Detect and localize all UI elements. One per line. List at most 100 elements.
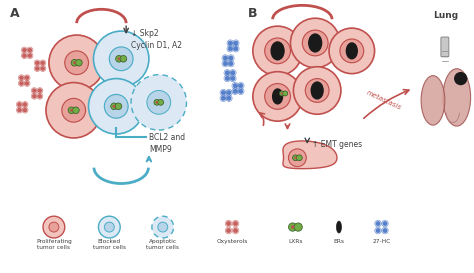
Circle shape [156,101,158,103]
Circle shape [109,47,133,71]
Text: ERs: ERs [333,239,345,244]
Text: Blocked
tumor cells: Blocked tumor cells [93,239,126,250]
Ellipse shape [311,82,323,99]
Circle shape [234,41,238,45]
Circle shape [231,76,235,81]
Circle shape [302,30,328,56]
Ellipse shape [346,43,357,59]
Circle shape [455,73,466,85]
Circle shape [22,48,27,52]
Circle shape [238,84,243,88]
Text: ↑ EMT genes: ↑ EMT genes [312,140,362,149]
FancyBboxPatch shape [441,37,449,57]
Circle shape [32,89,36,93]
Circle shape [291,225,294,229]
Circle shape [264,84,291,109]
Circle shape [227,90,231,95]
Circle shape [22,54,27,58]
Text: metastasis: metastasis [365,90,402,111]
Circle shape [229,61,233,66]
Circle shape [19,76,23,80]
Circle shape [73,62,76,64]
Circle shape [70,109,73,111]
Circle shape [234,47,238,51]
Circle shape [93,31,149,87]
Circle shape [228,47,232,51]
Circle shape [376,229,380,233]
Circle shape [41,61,45,65]
Circle shape [99,216,120,238]
Text: Oxysterols: Oxysterols [216,239,248,244]
Circle shape [383,229,387,233]
Circle shape [233,229,238,233]
Circle shape [233,84,237,88]
Circle shape [225,71,229,75]
Circle shape [65,51,89,75]
Circle shape [28,48,32,52]
Circle shape [228,41,232,45]
Circle shape [223,56,228,60]
Circle shape [238,89,243,93]
Circle shape [227,229,231,233]
Circle shape [283,91,288,96]
Circle shape [18,103,21,106]
Circle shape [43,216,65,238]
Circle shape [49,222,59,232]
Ellipse shape [421,76,445,125]
Ellipse shape [309,34,322,52]
Circle shape [221,90,226,95]
Circle shape [25,76,29,80]
Circle shape [23,108,27,112]
Circle shape [154,99,160,105]
Circle shape [340,39,364,63]
Circle shape [62,98,85,122]
Ellipse shape [443,69,471,126]
Circle shape [229,56,233,60]
Text: Lung: Lung [433,11,458,20]
Circle shape [111,103,118,110]
Text: LXRs: LXRs [288,239,303,244]
Text: 27-HC: 27-HC [373,239,391,244]
Circle shape [23,103,27,106]
Text: Apoptotic
tumor cells: Apoptotic tumor cells [146,239,179,250]
Circle shape [264,38,291,64]
Circle shape [158,222,168,232]
Circle shape [227,221,231,226]
Ellipse shape [273,89,283,104]
Circle shape [289,149,306,167]
Circle shape [28,54,32,58]
Circle shape [147,90,171,114]
Text: B: B [248,7,257,20]
Circle shape [35,67,39,70]
Circle shape [383,221,387,226]
Circle shape [158,99,164,105]
Circle shape [227,96,231,100]
Circle shape [253,26,302,76]
Circle shape [231,71,235,75]
Circle shape [32,94,36,98]
Circle shape [152,216,173,238]
Text: Proliferating
tumor cells: Proliferating tumor cells [36,239,72,250]
Circle shape [46,82,101,138]
Circle shape [116,55,122,62]
Circle shape [292,155,298,161]
Polygon shape [283,141,337,169]
Circle shape [294,223,302,231]
Circle shape [233,221,238,226]
Circle shape [120,55,127,62]
Circle shape [68,107,75,114]
Circle shape [113,105,115,108]
Ellipse shape [337,221,341,233]
Circle shape [225,76,229,81]
Circle shape [104,94,128,118]
Circle shape [293,67,341,114]
Circle shape [376,221,380,226]
Circle shape [296,155,302,161]
Text: ↓ Skp2
Cyclin D1, A2: ↓ Skp2 Cyclin D1, A2 [131,29,182,50]
Circle shape [75,60,82,66]
Text: A: A [10,7,20,20]
Circle shape [41,67,45,70]
Circle shape [223,61,228,66]
Circle shape [131,75,186,130]
Circle shape [281,93,283,94]
